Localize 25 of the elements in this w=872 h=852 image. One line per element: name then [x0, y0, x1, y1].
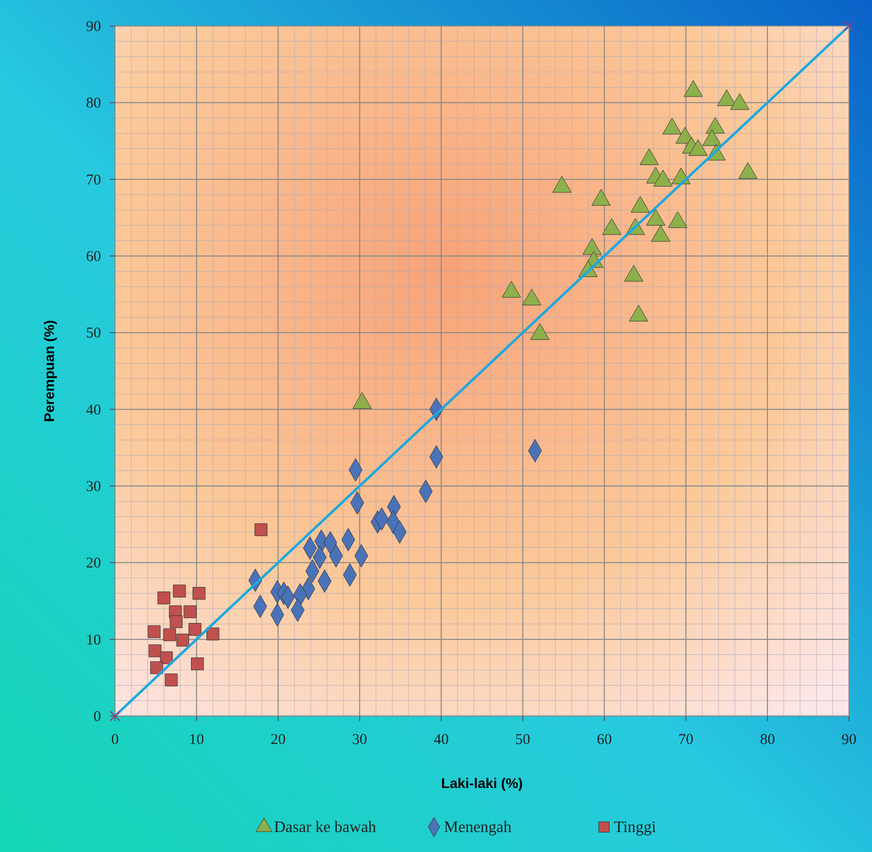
y-tick-label: 50 — [86, 326, 101, 342]
y-axis-title: Perempuan (%) — [41, 320, 57, 422]
x-tick-label: 20 — [270, 732, 286, 748]
x-tick-label: 30 — [352, 732, 368, 748]
y-tick-label: 10 — [86, 632, 101, 648]
y-tick-label: 20 — [86, 556, 101, 572]
x-tick-label: 0 — [111, 732, 119, 748]
legend-label: Tinggi — [614, 819, 657, 836]
y-tick-label: 90 — [86, 19, 101, 35]
y-tick-label: 80 — [86, 96, 101, 112]
x-tick-label: 70 — [678, 732, 694, 748]
x-tick-label: 40 — [434, 732, 449, 748]
y-tick-label: 30 — [86, 479, 101, 495]
x-axis-title: Laki-laki (%) — [441, 775, 523, 791]
y-tick-label: 60 — [86, 249, 101, 265]
y-tick-label: 40 — [86, 402, 101, 418]
y-tick-label: 70 — [86, 172, 101, 188]
x-tick-label: 80 — [760, 732, 775, 748]
x-tick-label: 60 — [596, 732, 612, 748]
x-tick-label: 10 — [189, 732, 204, 748]
legend-label: Menengah — [444, 819, 512, 836]
y-tick-label: 0 — [94, 709, 101, 725]
x-tick-label: 90 — [842, 732, 856, 748]
x-tick-label: 50 — [515, 732, 530, 748]
legend-label: Dasar ke bawah — [274, 819, 376, 836]
